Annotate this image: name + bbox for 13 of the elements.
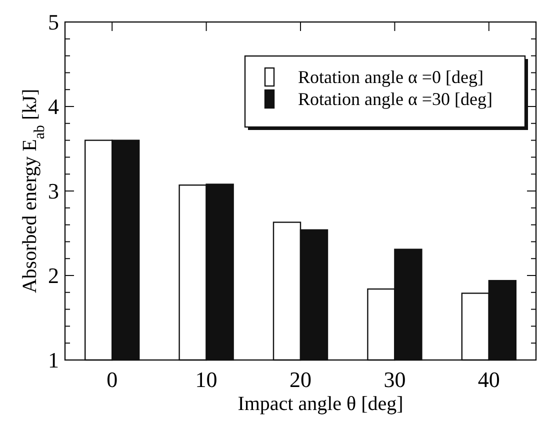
x-tick-label: 30: [384, 367, 406, 392]
y-tick-label: 5: [48, 10, 59, 35]
y-tick-label: 1: [48, 348, 59, 373]
x-tick-label: 20: [290, 367, 312, 392]
legend-label: Rotation angle α =0 [deg]: [298, 67, 484, 87]
x-tick-label: 0: [106, 367, 118, 392]
legend-label: Rotation angle α =30 [deg]: [298, 89, 493, 109]
x-axis-title: Impact angle θ [deg]: [238, 393, 404, 415]
y-tick-label: 2: [48, 263, 59, 288]
x-tick-label: 10: [195, 367, 218, 392]
x-tick-label: 40: [478, 367, 500, 392]
y-tick-label: 4: [48, 94, 59, 120]
y-tick-label: 3: [48, 178, 59, 204]
